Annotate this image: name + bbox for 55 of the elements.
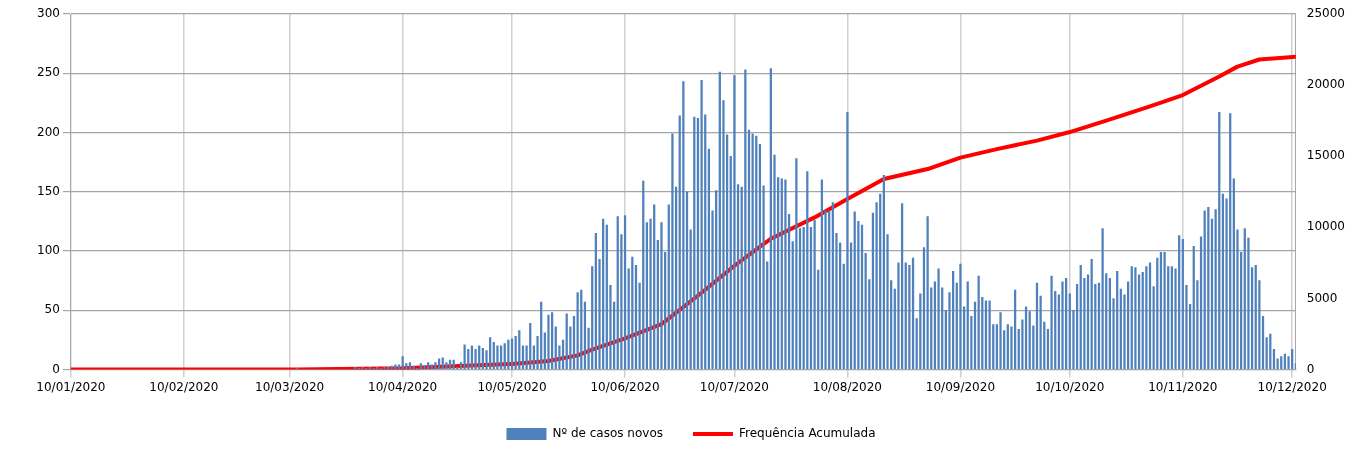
bar: [423, 365, 426, 370]
bar: [926, 216, 929, 370]
x-tick-label: 10/05/2020: [477, 379, 547, 394]
x-tick-label: 10/01/2020: [36, 379, 106, 394]
x-tick-label: 10/02/2020: [149, 379, 219, 394]
legend-label: Frequência Acumulada: [738, 426, 876, 441]
bar: [795, 158, 798, 370]
x-tick-label: 10/08/2020: [812, 379, 882, 394]
x-tick-label: 10/10/2020: [1035, 379, 1105, 394]
bar: [361, 366, 364, 370]
bar: [507, 339, 510, 370]
x-tick-label: 10/07/2020: [699, 379, 769, 394]
x-tick-label: 10/04/2020: [368, 379, 438, 394]
y2-tick-label: 10000: [1306, 219, 1346, 234]
y2-tick-label: 15000: [1306, 148, 1346, 163]
bar: [671, 133, 674, 370]
x-tick-label: 10/12/2020: [1257, 379, 1327, 394]
y2-tick-label: 20000: [1306, 77, 1346, 92]
y2-tick-label: 25000: [1306, 6, 1346, 21]
bar: [1061, 281, 1064, 370]
bar: [1134, 267, 1137, 370]
bar: [434, 362, 437, 370]
y-tick-label: 50: [44, 302, 60, 317]
legend-label: Nº de casos novos: [552, 426, 663, 441]
y-tick-label: 200: [37, 124, 60, 139]
y-tick-label: 250: [37, 65, 60, 80]
bar: [700, 80, 703, 370]
x-tick-label: 10/11/2020: [1148, 379, 1218, 394]
bar: [496, 345, 499, 370]
bar: [463, 344, 466, 370]
y2-tick-label: 5000: [1306, 290, 1338, 305]
x-tick-label: 10/06/2020: [590, 379, 660, 394]
bar: [1050, 275, 1053, 370]
bar: [784, 179, 787, 370]
y-tick-label: 0: [52, 361, 60, 376]
y-tick-label: 150: [37, 183, 60, 198]
bar: [412, 365, 415, 370]
bar: [999, 312, 1002, 370]
bar: [383, 366, 386, 370]
bar: [937, 268, 940, 370]
bar: [474, 349, 477, 370]
x-tick-label: 10/03/2020: [255, 379, 325, 394]
y-tick-label: 300: [37, 6, 60, 21]
bar: [660, 222, 663, 370]
bar: [1163, 251, 1166, 370]
y2-tick-label: 0: [1306, 361, 1315, 376]
bar: [846, 112, 849, 370]
y-tick-label: 100: [37, 243, 60, 258]
bar: [813, 219, 816, 370]
bar: [988, 300, 991, 370]
bar: [547, 314, 550, 370]
bar: [959, 263, 962, 370]
x-tick-label: 10/09/2020: [925, 379, 996, 394]
bar: [733, 75, 736, 370]
bar: [1101, 228, 1104, 370]
